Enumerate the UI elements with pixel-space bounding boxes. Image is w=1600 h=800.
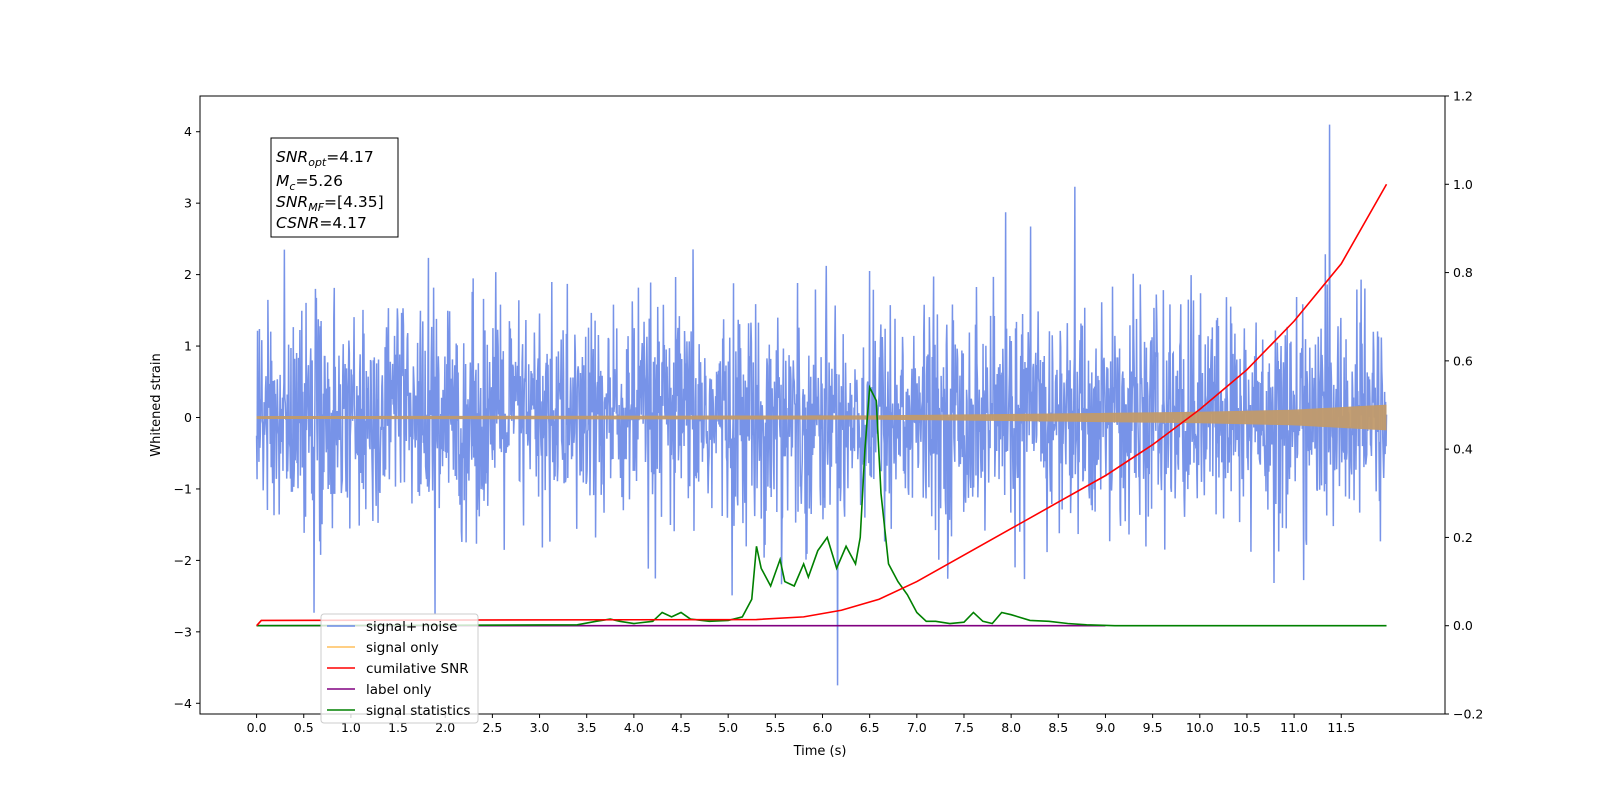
y-axis-left-ticks: 4 3 2 1 0 −1 −2 −3 −4: [174, 124, 200, 711]
y-right-tick-label: 0.8: [1453, 265, 1473, 280]
series-signal-only-band: [256, 404, 1387, 431]
series-layer: [255, 124, 1388, 686]
x-tick-label: 5.0: [718, 720, 738, 735]
legend-item: signal+ noise: [327, 619, 457, 635]
x-tick-label: 9.5: [1143, 720, 1163, 735]
y-left-tick-label: 3: [184, 196, 192, 211]
legend-item: signal statistics: [327, 703, 470, 719]
x-tick-label: 2.0: [435, 720, 455, 735]
mc-annotation: Mc=5.26: [276, 172, 343, 193]
x-tick-label: 4.5: [671, 720, 691, 735]
x-tick-label: 7.0: [907, 720, 927, 735]
x-tick-label: 11.5: [1327, 720, 1355, 735]
x-tick-label: 1.0: [341, 720, 361, 735]
x-tick-label: 5.5: [765, 720, 785, 735]
legend-label: signal statistics: [366, 703, 470, 719]
x-tick-label: 2.5: [482, 720, 502, 735]
x-tick-label: 1.5: [388, 720, 408, 735]
y-right-tick-label: 0.4: [1453, 442, 1473, 457]
y-right-tick-label: 1.0: [1453, 177, 1473, 192]
legend-label: signal+ noise: [366, 619, 457, 635]
x-tick-label: 0.0: [247, 720, 267, 735]
x-tick-label: 10.0: [1186, 720, 1214, 735]
y-left-tick-label: 0: [184, 410, 192, 425]
y-left-tick-label: −1: [174, 481, 192, 496]
legend: signal+ noise signal only cumilative SNR la…: [320, 613, 479, 724]
y-right-tick-label: 0.2: [1453, 530, 1473, 545]
x-tick-label: 9.0: [1096, 720, 1116, 735]
x-tick-label: 7.5: [954, 720, 974, 735]
series-signal-noise-line: [255, 124, 1388, 686]
y-left-tick-label: −4: [174, 696, 192, 711]
x-tick-label: 6.0: [813, 720, 833, 735]
y-left-tick-label: 2: [184, 267, 192, 282]
y-left-tick-label: −2: [174, 553, 192, 568]
x-tick-label: 8.5: [1048, 720, 1068, 735]
x-axis-ticks: 0.0 0.5 1.0 1.5 2.0 2.5 3.0 3.5 4.0 4.5 5.0 5.5 6.0 6…: [247, 714, 1355, 735]
y-right-tick-label: −0.2: [1453, 707, 1483, 722]
y-right-tick-label: 0.0: [1453, 618, 1473, 633]
y-right-tick-label: 1.2: [1453, 89, 1473, 104]
x-tick-label: 3.0: [530, 720, 550, 735]
legend-item: cumilative SNR: [327, 661, 469, 677]
x-tick-label: 10.5: [1233, 720, 1261, 735]
csnr-annotation: CSNR=4.17: [276, 214, 367, 232]
y-left-tick-label: −3: [174, 624, 192, 639]
snr-mf-annotation: SNRMF=[4.35]: [276, 193, 384, 214]
series-signal-statistics-line: [256, 384, 1387, 627]
y-left-tick-label: 4: [184, 124, 192, 139]
y-axis-right-ticks: 1.2 1.0 0.8 0.6 0.4 0.2 0.0 −0.2: [1445, 89, 1483, 722]
annotation-box: SNRopt=4.17 Mc=5.26 SNRMF=[4.35] CSNR=4.…: [270, 137, 399, 238]
x-tick-label: 0.5: [294, 720, 314, 735]
legend-label: signal only: [366, 640, 439, 656]
x-tick-label: 4.0: [624, 720, 644, 735]
y-right-tick-label: 0.6: [1453, 353, 1473, 368]
legend-label: label only: [366, 682, 432, 698]
x-tick-label: 11.0: [1280, 720, 1308, 735]
series-cumulative-snr-line: [255, 183, 1388, 627]
x-axis-label: Time (s): [793, 744, 847, 759]
legend-label: cumilative SNR: [366, 661, 469, 677]
y-axis-left-label: Whitened strain: [149, 353, 164, 456]
y-left-tick-label: 1: [184, 339, 192, 354]
legend-item: label only: [327, 682, 432, 698]
legend-item: signal only: [327, 640, 439, 656]
x-tick-label: 3.5: [577, 720, 597, 735]
x-tick-label: 8.0: [1001, 720, 1021, 735]
x-tick-label: 6.5: [860, 720, 880, 735]
snr-opt-annotation: SNRopt=4.17: [276, 148, 374, 169]
